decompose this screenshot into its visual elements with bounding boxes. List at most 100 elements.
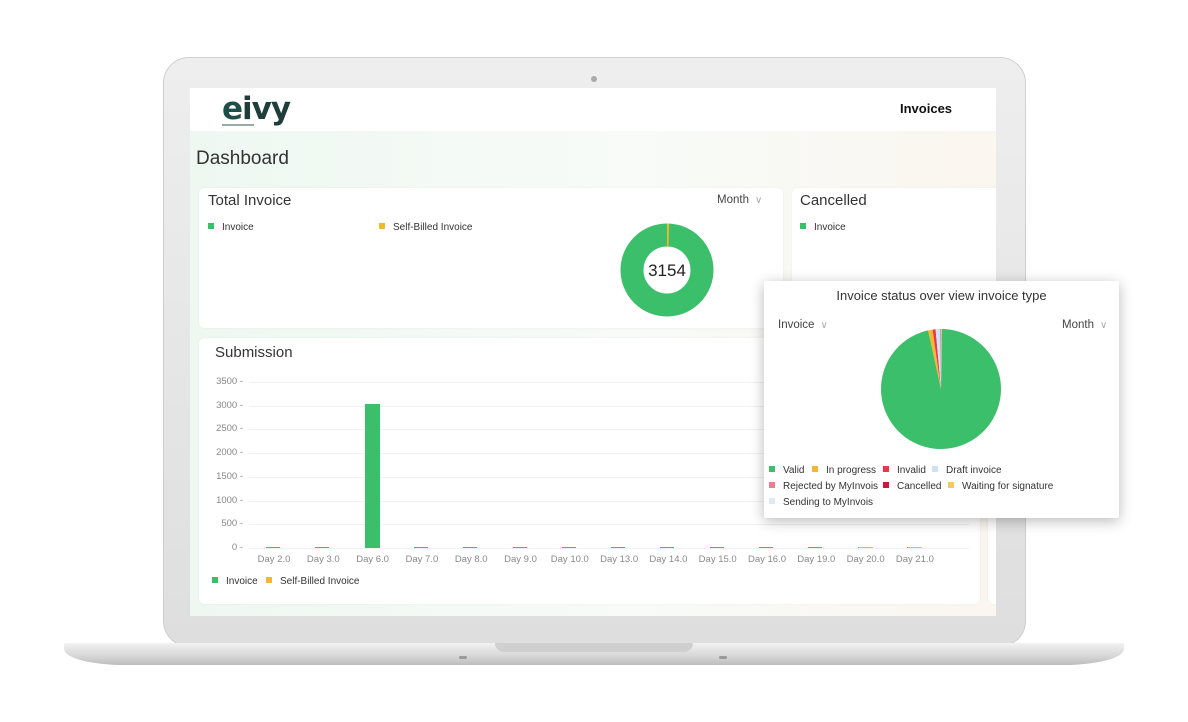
x-tick-label: Day 20.0 (846, 554, 885, 565)
bar-invoice[interactable] (266, 547, 280, 548)
x-tick-label: Day 3.0 (306, 554, 340, 565)
x-tick-label: Day 19.0 (797, 554, 836, 565)
bar-invoice[interactable] (413, 547, 428, 548)
bar-invoice[interactable] (660, 547, 675, 548)
bar-invoice[interactable] (611, 547, 626, 548)
legend-rejected-by-myinvois[interactable]: Rejected by MyInvois (769, 481, 878, 492)
y-tick-label: 1000 - (216, 494, 243, 506)
legend-valid[interactable]: Valid (769, 465, 805, 476)
legend-label: Invoice (226, 576, 258, 587)
x-tick-label: Day 7.0 (405, 554, 439, 565)
bar-self-billed-invoice[interactable] (858, 547, 873, 548)
popup-period-dropdown[interactable]: Month ∨ (1062, 319, 1107, 331)
legend-invoice[interactable]: Invoice (212, 576, 258, 587)
total-invoice-donut: 3154 (620, 223, 714, 317)
legend-swatch (883, 482, 889, 488)
bar-invoice[interactable] (512, 547, 527, 548)
y-tick-label: 3000 - (216, 399, 243, 411)
laptop-foot (459, 656, 467, 659)
legend-sending-to-myinvois[interactable]: Sending to MyInvois (769, 497, 873, 508)
page-title: Dashboard (196, 148, 289, 169)
legend-label: Invalid (897, 465, 926, 476)
legend-waiting-for-signature[interactable]: Waiting for signature (948, 481, 1053, 492)
chevron-down-icon: ∨ (820, 320, 828, 331)
legend-invalid[interactable]: Invalid (883, 465, 926, 476)
legend-cancelled[interactable]: Cancelled (883, 481, 941, 492)
type-value: Invoice (778, 319, 815, 331)
total-invoice-card: Total Invoice Month ∨ Invoice Self-Billed… (199, 188, 783, 328)
period-value: Month (717, 194, 749, 206)
donut-center-value: 3154 (648, 261, 686, 280)
gridline (249, 500, 969, 502)
bar-invoice[interactable] (561, 547, 576, 548)
legend-label: Draft invoice (946, 465, 1002, 476)
x-tick-label: Day 16.0 (747, 554, 787, 565)
legend-swatch (948, 482, 954, 488)
legend-swatch (769, 498, 775, 504)
camera-dot (591, 76, 597, 82)
bar-invoice[interactable] (463, 547, 478, 548)
gridline (249, 453, 969, 455)
top-bar: eivy Invoices (190, 88, 996, 131)
legend-swatch (932, 466, 938, 472)
submission-title: Submission (215, 344, 293, 361)
bar-invoice[interactable] (315, 547, 330, 548)
popup-title: Invoice status over view invoice type (836, 288, 1047, 303)
laptop-notch (495, 643, 693, 652)
x-tick-label: Day 21.0 (895, 554, 934, 565)
legend-invoice[interactable]: Invoice (800, 222, 846, 233)
pie-slice-rejected-by-myinvois[interactable] (940, 329, 941, 389)
gridline (249, 548, 969, 549)
legend-label: Self-Billed Invoice (280, 576, 360, 587)
legend-swatch (379, 223, 385, 229)
x-tick-label: Day 15.0 (698, 554, 737, 565)
bar-self-billed-invoice[interactable] (907, 547, 922, 548)
y-tick-label: 0 - (231, 542, 243, 553)
legend-label: Rejected by MyInvois (783, 481, 879, 492)
legend-swatch (208, 223, 214, 229)
x-tick-label: Day 13.0 (600, 554, 639, 565)
bar-invoice[interactable] (808, 547, 823, 548)
chevron-down-icon: ∨ (1099, 320, 1108, 331)
total-invoice-title: Total Invoice (208, 192, 292, 209)
gridline (249, 429, 969, 431)
y-tick-label: 1500 - (216, 470, 243, 482)
pie-slice-in-progress[interactable] (928, 329, 941, 389)
total-invoice-period-dropdown[interactable]: Month ∨ (717, 194, 762, 206)
pie-slice-invalid[interactable] (932, 329, 941, 389)
x-tick-label: Day 14.0 (649, 554, 688, 565)
gridline (249, 524, 969, 526)
x-tick-label: Day 6.0 (356, 554, 389, 565)
bar-invoice[interactable] (759, 547, 773, 548)
donut-slice-self-billed-invoice[interactable] (667, 223, 669, 248)
legend-draft-invoice[interactable]: Draft invoice (932, 465, 1002, 476)
invoice-type-dropdown[interactable]: Invoice ∨ (778, 319, 828, 331)
eivy-logo[interactable]: eivy (222, 91, 291, 127)
gridline (249, 405, 969, 407)
legend-label: Waiting for signature (962, 481, 1054, 492)
pie-slice-valid[interactable] (881, 329, 1001, 449)
legend-label: Sending to MyInvois (783, 497, 874, 508)
cancelled-title: Cancelled (800, 192, 867, 209)
y-tick-label: 2500 - (216, 423, 243, 435)
legend-label: Invoice (222, 222, 254, 233)
gridline (249, 382, 969, 383)
status-pie-chart (881, 329, 1001, 449)
logo-tagline-line (222, 124, 254, 126)
legend-self-billed-invoice[interactable]: Self-Billed Invoice (379, 222, 472, 233)
pie-slice-draft-invoice[interactable] (935, 329, 941, 389)
bar-invoice[interactable] (709, 547, 724, 548)
legend-invoice[interactable]: Invoice (208, 222, 254, 233)
legend-swatch (812, 466, 818, 472)
x-tick-label: Day 10.0 (550, 554, 589, 565)
x-tick-label: Day 8.0 (454, 554, 488, 565)
nav-invoices-link[interactable]: Invoices (900, 101, 953, 116)
legend-self-billed-invoice[interactable]: Self-Billed Invoice (266, 576, 359, 587)
legend-label: Cancelled (897, 481, 942, 492)
bar-invoice[interactable] (364, 403, 380, 548)
y-tick-label: 2000 - (216, 447, 243, 459)
legend-label: Self-Billed Invoice (393, 222, 473, 233)
laptop-foot (719, 656, 727, 659)
invoice-status-popup: Invoice status over view invoice type In… (764, 281, 1119, 518)
legend-in-progress[interactable]: In progress (812, 465, 876, 476)
